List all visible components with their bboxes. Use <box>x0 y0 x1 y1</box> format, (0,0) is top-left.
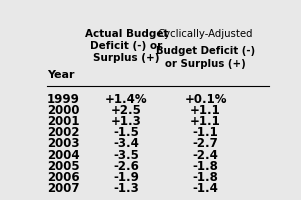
Text: Actual Budget
Deficit (-) or
Surplus (+): Actual Budget Deficit (-) or Surplus (+) <box>85 29 168 63</box>
Text: -3.5: -3.5 <box>113 149 139 162</box>
Text: 2004: 2004 <box>47 149 79 162</box>
Text: 1999: 1999 <box>47 93 80 106</box>
Text: -2.6: -2.6 <box>113 160 139 173</box>
Text: 2003: 2003 <box>47 137 79 150</box>
Text: 2001: 2001 <box>47 115 79 128</box>
Text: +1.1: +1.1 <box>190 115 221 128</box>
Text: +1.1: +1.1 <box>190 104 221 117</box>
Text: +1.3: +1.3 <box>111 115 142 128</box>
Text: 2002: 2002 <box>47 126 79 139</box>
Text: 2007: 2007 <box>47 182 79 195</box>
Text: -1.4: -1.4 <box>193 182 219 195</box>
Text: Cyclically-Adjusted: Cyclically-Adjusted <box>158 29 253 39</box>
Text: Budget Deficit (-)
or Surplus (+): Budget Deficit (-) or Surplus (+) <box>156 46 255 69</box>
Text: Year: Year <box>47 70 74 80</box>
Text: -2.4: -2.4 <box>193 149 219 162</box>
Text: +1.4%: +1.4% <box>105 93 147 106</box>
Text: 2000: 2000 <box>47 104 79 117</box>
Text: +2.5: +2.5 <box>111 104 142 117</box>
Text: -1.8: -1.8 <box>193 160 219 173</box>
Text: -3.4: -3.4 <box>113 137 139 150</box>
Text: -1.5: -1.5 <box>113 126 139 139</box>
Text: -1.9: -1.9 <box>113 171 139 184</box>
Text: -1.3: -1.3 <box>113 182 139 195</box>
Text: -2.7: -2.7 <box>193 137 219 150</box>
Text: -1.8: -1.8 <box>193 171 219 184</box>
Text: -1.1: -1.1 <box>193 126 219 139</box>
Text: +0.1%: +0.1% <box>184 93 227 106</box>
Text: 2005: 2005 <box>47 160 79 173</box>
Text: 2006: 2006 <box>47 171 79 184</box>
